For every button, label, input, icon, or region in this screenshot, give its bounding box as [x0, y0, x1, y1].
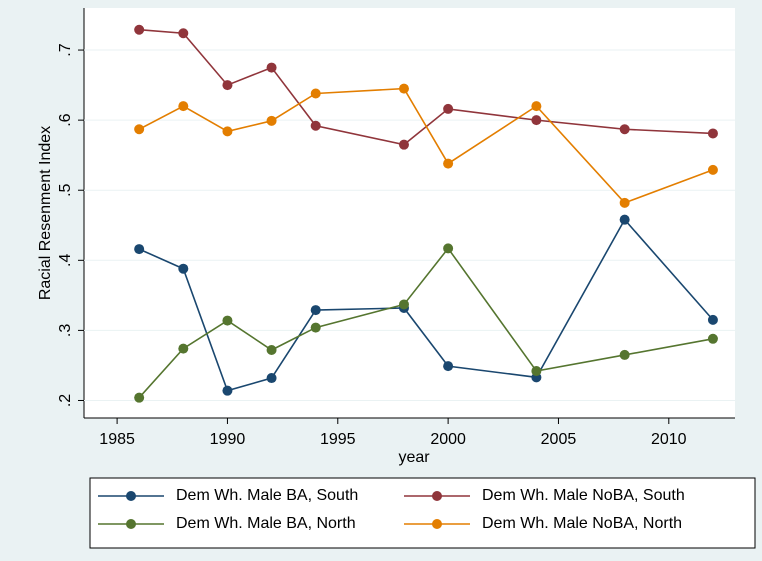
y-tick-label: .6	[57, 113, 74, 126]
data-point	[443, 361, 454, 372]
legend-box	[89, 477, 756, 549]
x-tick-label: 1985	[99, 431, 135, 448]
data-point	[266, 115, 277, 126]
data-point	[619, 349, 630, 360]
data-point	[531, 101, 542, 112]
y-tick-label: .2	[57, 394, 74, 407]
plot-area	[84, 8, 735, 418]
legend-marker	[126, 519, 136, 529]
legend-label: Dem Wh. Male BA, North	[176, 515, 356, 532]
data-point	[266, 62, 277, 73]
data-point	[443, 103, 454, 114]
data-point	[707, 128, 718, 139]
data-point	[531, 366, 542, 377]
x-tick-label: 1990	[210, 431, 246, 448]
legend-label: Dem Wh. Male BA, South	[176, 487, 358, 504]
y-tick-label: .4	[57, 254, 74, 267]
data-point	[134, 392, 145, 403]
x-tick-label: 1995	[320, 431, 356, 448]
y-tick-label: .3	[57, 324, 74, 337]
data-point	[310, 322, 321, 333]
data-point	[266, 345, 277, 356]
x-axis-label: year	[398, 449, 430, 466]
data-point	[707, 314, 718, 325]
data-point	[707, 164, 718, 175]
data-point	[310, 88, 321, 99]
data-point	[178, 28, 189, 39]
series-line	[138, 218, 714, 392]
data-point	[443, 243, 454, 254]
y-tick-label: .7	[57, 43, 74, 56]
data-point	[398, 83, 409, 94]
legend-marker	[126, 491, 136, 501]
series-line	[138, 247, 714, 399]
data-point	[707, 333, 718, 344]
y-tick-label: .5	[57, 183, 74, 196]
data-point	[619, 197, 630, 208]
series-line	[139, 28, 713, 146]
data-point	[398, 299, 409, 310]
data-point	[178, 343, 189, 354]
data-point	[531, 115, 542, 126]
data-point	[619, 214, 630, 225]
data-point	[310, 120, 321, 131]
data-point	[443, 158, 454, 169]
data-point	[178, 101, 189, 112]
legend-marker	[432, 519, 442, 529]
x-tick-label: 2010	[651, 431, 687, 448]
data-point	[222, 126, 233, 137]
data-point	[398, 139, 409, 150]
data-point	[266, 373, 277, 384]
data-point	[222, 385, 233, 396]
data-point	[222, 80, 233, 91]
data-point	[134, 24, 145, 35]
data-point	[310, 305, 321, 316]
data-point	[222, 315, 233, 326]
legend-label: Dem Wh. Male NoBA, North	[482, 515, 682, 532]
data-point	[619, 124, 630, 135]
data-point	[178, 263, 189, 274]
x-tick-label: 2000	[430, 431, 466, 448]
y-axis-label: Racial Resenment Index	[37, 126, 54, 300]
data-point	[134, 244, 145, 255]
x-tick-label: 2005	[541, 431, 577, 448]
legend-marker	[432, 491, 442, 501]
series-line	[138, 87, 714, 204]
data-point	[134, 124, 145, 135]
legend-label: Dem Wh. Male NoBA, South	[482, 487, 685, 504]
